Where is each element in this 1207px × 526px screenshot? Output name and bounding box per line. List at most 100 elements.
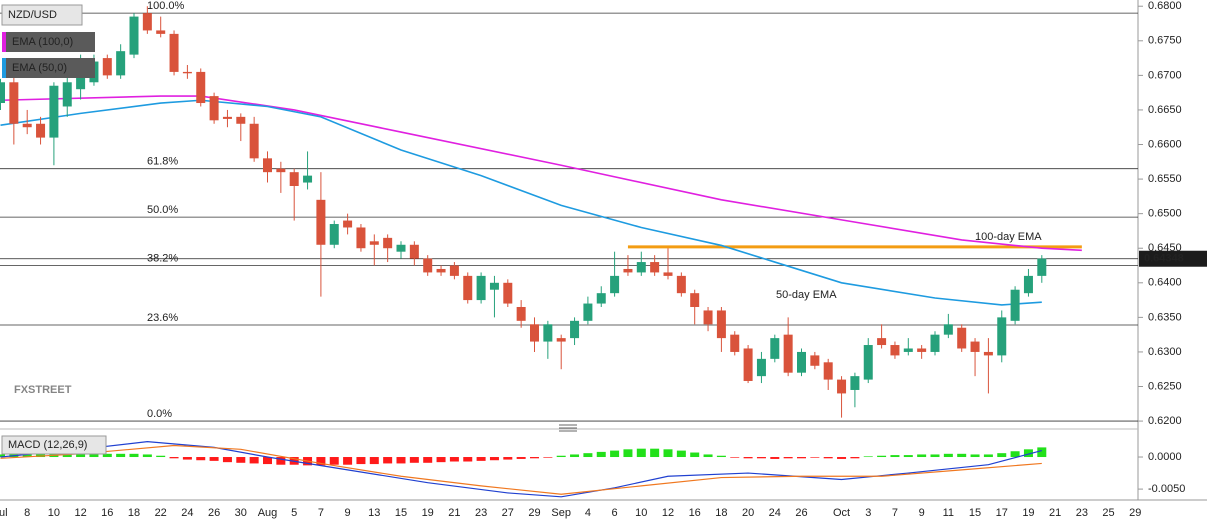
x-tick-label: 16: [101, 507, 113, 519]
candle-body: [663, 272, 673, 276]
x-tick-label: 24: [181, 507, 193, 519]
y-tick-label: 0.6600: [1148, 138, 1182, 150]
macd-bar: [316, 457, 326, 466]
macd-bar: [156, 455, 166, 458]
macd-bar: [516, 457, 526, 459]
candle-body: [716, 310, 726, 339]
y-tick-label: 0.6500: [1148, 208, 1182, 220]
x-tick-label: 23: [1076, 507, 1088, 519]
candle-body: [116, 51, 126, 76]
x-tick-label: 18: [715, 507, 727, 519]
y-tick-label: 0.6750: [1148, 35, 1182, 47]
x-tick-label: 19: [422, 507, 434, 519]
macd-bar: [703, 454, 713, 458]
candle-body: [289, 172, 299, 186]
candle-body: [743, 348, 753, 381]
x-tick-label: Aug: [258, 507, 278, 519]
x-tick-label: 11: [943, 507, 954, 519]
macd-bar: [756, 457, 766, 459]
macd-bar: [797, 457, 806, 459]
x-tick-label: 21: [448, 507, 460, 519]
x-tick-label: Sep: [551, 507, 571, 519]
candle-body: [783, 334, 793, 373]
y-tick-label: 0.6200: [1148, 415, 1182, 427]
legend-box: [2, 58, 95, 78]
candle-body: [543, 324, 553, 342]
legend-label: EMA (100,0): [12, 36, 73, 48]
macd-bar: [169, 457, 179, 459]
macd-bar: [770, 457, 780, 459]
legend-box: [2, 32, 95, 52]
candle-body: [316, 199, 326, 245]
x-tick-label: 15: [395, 507, 407, 519]
candle-body: [610, 275, 620, 294]
macd-bar: [22, 453, 32, 458]
candle-body: [0, 82, 5, 104]
candle-body: [343, 220, 353, 228]
x-tick-label: 21: [1049, 507, 1061, 519]
candle-body: [303, 175, 313, 183]
candle-body: [903, 348, 913, 352]
macd-bar: [222, 457, 232, 463]
price-box: [1139, 250, 1207, 267]
x-tick-label: 29: [528, 507, 540, 519]
candle-body: [703, 310, 713, 325]
candle-body: [917, 348, 927, 352]
candle-body: [476, 275, 486, 301]
macd-bar: [0, 454, 5, 458]
y-tick-label: 0.6350: [1148, 311, 1182, 323]
y-tick-label: 0.0000: [1148, 451, 1182, 463]
macd-bar: [249, 457, 259, 464]
macd-bar: [343, 457, 353, 465]
candle-body: [863, 345, 873, 380]
candle-body: [489, 282, 499, 290]
macd-bar: [863, 456, 873, 458]
x-tick-label: 27: [502, 507, 514, 519]
annotation: 100-day EMA: [975, 231, 1042, 243]
macd-bar: [489, 457, 499, 461]
x-tick-label: 20: [742, 507, 754, 519]
macd-bar: [329, 457, 339, 465]
candle-body: [182, 71, 192, 74]
fib-label: 0.0%: [147, 408, 172, 420]
candle-body: [36, 123, 46, 138]
macd-bar: [583, 453, 593, 458]
macd-bar: [196, 457, 206, 461]
macd-bar: [890, 455, 900, 458]
macd-bar: [636, 448, 646, 458]
line-series: [0, 95, 1082, 252]
macd-bar: [943, 453, 953, 458]
candle-body: [516, 306, 526, 321]
candle-body: [983, 351, 993, 356]
macd-bar: [837, 457, 847, 459]
x-tick-label: 4: [585, 507, 591, 519]
macd-bar: [263, 457, 272, 465]
x-tick-label: 26: [208, 507, 220, 519]
macd-bar: [209, 457, 219, 461]
candle-body: [823, 362, 833, 380]
candle-body: [263, 158, 272, 173]
x-tick-label: 15: [969, 507, 981, 519]
x-tick-label: 30: [235, 507, 247, 519]
macd-bar: [409, 457, 419, 463]
watermark: FXSTREET: [14, 384, 72, 396]
x-tick-label: 13: [368, 507, 380, 519]
candle-body: [449, 265, 459, 276]
macd-bar: [823, 457, 833, 459]
macd-bar: [596, 451, 606, 458]
macd-bar: [116, 453, 126, 458]
y-tick-label: 0.6400: [1148, 277, 1182, 289]
macd-bar: [1037, 447, 1047, 458]
candle-body: [129, 16, 139, 55]
candle-body: [142, 13, 152, 31]
candle-body: [636, 262, 646, 273]
candle-body: [970, 341, 980, 352]
macd-bar: [276, 457, 286, 465]
x-tick-label: 23: [475, 507, 487, 519]
macd-bar: [89, 453, 99, 458]
x-tick-label: 6: [612, 507, 618, 519]
candle-body: [596, 293, 606, 304]
candle-body: [583, 303, 593, 321]
candle-body: [850, 376, 860, 390]
